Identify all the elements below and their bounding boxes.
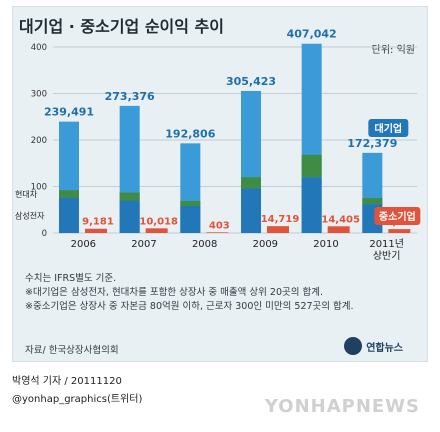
hyundai-segment: [241, 177, 261, 189]
category-label: 상반기: [373, 250, 401, 262]
logo-text: 연합뉴스: [366, 342, 403, 354]
small-value-label: 10,018: [139, 216, 178, 227]
byline: 박영석 기자 / 20111120: [12, 376, 122, 387]
note-3: ※중소기업은 상장사 중 자본금 80억원 이하, 근로자 300인 미만의 5…: [25, 301, 354, 312]
hyundai-segment: [362, 198, 383, 205]
segment-label-samsung: 삼성전자: [15, 210, 45, 220]
bar-chart: 0 100 200 300 400 239,491 9,181 2006 273,376 10,0…: [15, 28, 421, 262]
legend-small-label: 중소기업: [379, 210, 416, 223]
note-2: ※대기업은 삼성전자, 현대차를 포함한 상장사 중 매출액 상위 20곳의 합…: [25, 287, 323, 298]
y-tick-label: 300: [31, 90, 47, 100]
legend-large-label: 대기업: [375, 122, 403, 135]
category-label: 2007: [131, 239, 156, 250]
samsung-segment: [59, 197, 79, 233]
y-tick-label: 200: [31, 136, 47, 146]
hyundai-segment: [301, 154, 322, 178]
chart-card: 대기업 · 중소기업 순이익 추이 단위: 억원 0 100 200 300 400 23…: [12, 6, 428, 362]
hyundai-segment: [119, 192, 140, 201]
chart-title: 대기업 · 중소기업 순이익 추이: [19, 17, 224, 36]
logo-icon: [344, 337, 363, 355]
large-value-label: 192,806: [165, 127, 215, 140]
category-label: 2010: [313, 239, 338, 250]
large-value-label: 273,376: [105, 90, 155, 103]
y-tick-label: 400: [31, 43, 47, 53]
small-bar: [327, 226, 350, 233]
small-value-label: 403: [209, 220, 230, 231]
category-label: 2011년: [369, 238, 404, 250]
byline-twitter: @yonhap_graphics(트위터): [12, 394, 143, 405]
source-text: 자료/ 한국상장사협의회: [25, 345, 119, 356]
small-bar: [85, 228, 107, 233]
y-tick-label: 0: [42, 229, 47, 239]
category-label: 2009: [253, 239, 278, 250]
small-value-label: 9,181: [82, 217, 114, 228]
samsung-segment: [301, 177, 322, 233]
large-value-label: 239,491: [44, 106, 94, 119]
hyundai-segment: [180, 200, 201, 207]
small-bar: [206, 232, 229, 233]
small-value-label: 14,719: [261, 214, 300, 225]
small-bar: [145, 228, 168, 233]
samsung-segment: [119, 200, 140, 233]
large-value-label: 172,379: [347, 137, 397, 150]
note-1: 수치는 IFRS별도 기준.: [25, 273, 117, 284]
legend-small-badge: [374, 207, 421, 225]
hyundai-segment: [59, 190, 79, 198]
watermark: YONHAPNEWS: [264, 396, 420, 417]
large-value-label: 407,042: [287, 28, 337, 41]
samsung-segment: [241, 188, 261, 233]
legend-large-badge: [368, 119, 409, 137]
samsung-segment: [180, 206, 201, 233]
small-bar: [267, 226, 289, 233]
unit-label: 단위: 억원: [371, 45, 415, 56]
category-label: 2006: [71, 239, 96, 250]
small-bar: [388, 229, 411, 233]
large-value-label: 305,423: [226, 75, 276, 88]
yonhap-logo: 연합뉴스: [344, 337, 403, 355]
category-label: 2008: [192, 239, 217, 250]
y-tick-label: 100: [31, 183, 47, 193]
notes: 수치는 IFRS별도 기준. ※대기업은 삼성전자, 현대차를 포함한 상장사 …: [25, 272, 417, 314]
segment-label-hyundai: 현대차: [15, 190, 38, 199]
small-value-label: 14,405: [321, 214, 360, 225]
